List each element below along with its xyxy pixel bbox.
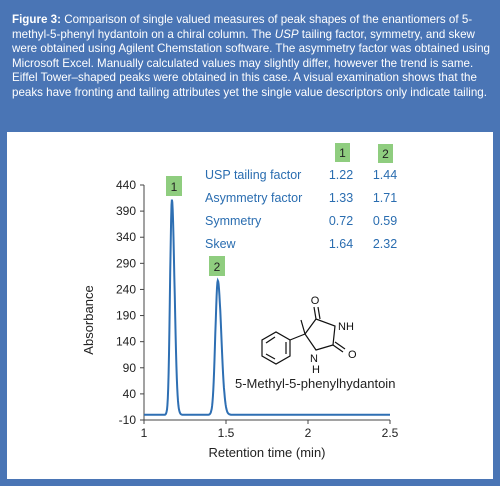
carbonyl-bond-top <box>313 306 317 320</box>
table-row: Symmetry 0.72 0.59 <box>205 214 397 228</box>
y-ticks: -10 40 90 140 190 240 290 340 390 440 <box>116 178 144 427</box>
table-cell: 0.59 <box>373 214 397 228</box>
caption-text-1: Comparison of single valued measures of … <box>12 13 473 41</box>
methyl-bond <box>300 319 306 335</box>
y-tick-label: 40 <box>123 387 137 401</box>
y-tick-label: 140 <box>116 335 136 349</box>
table-row-label: USP tailing factor <box>205 168 301 182</box>
y-tick-label: 240 <box>116 282 136 296</box>
chart-axes <box>143 185 390 421</box>
table-cell: 0.72 <box>329 214 353 228</box>
peak-label-1-badge <box>166 176 182 196</box>
carbonyl-bond-right <box>332 344 344 353</box>
table-cell: 1.22 <box>329 168 353 182</box>
phenyl-bond <box>289 333 306 341</box>
x-tick-label: 1 <box>141 426 148 440</box>
caption-italic: USP <box>274 27 299 41</box>
table-col-1-header: 1 <box>339 146 346 160</box>
peak-label-2: 2 <box>209 256 225 276</box>
figure-caption: Figure 3: Comparison of single valued me… <box>12 13 490 101</box>
chromatogram-chart: -10 40 90 140 190 240 290 340 390 440 1 1.5 2 2.5 Ab… <box>81 143 399 460</box>
table-cell: 1.44 <box>373 168 397 182</box>
molecule-structure <box>261 306 346 365</box>
table-row-label: Skew <box>205 237 237 251</box>
table-cell: 2.32 <box>373 237 397 251</box>
x-axis-label: Retention time (min) <box>208 445 325 460</box>
peak-label-2-badge <box>209 256 225 276</box>
carbonyl-bond-right <box>334 341 346 350</box>
y-tick-label: 390 <box>116 204 136 218</box>
carbonyl-bond-top <box>317 306 321 320</box>
y-tick-label: 340 <box>116 230 136 244</box>
peak-label-1: 1 <box>166 176 182 196</box>
table-row: USP tailing factor 1.22 1.44 <box>205 168 397 182</box>
figure-label: Figure 3: <box>12 13 61 26</box>
table-row: Skew 1.64 2.32 <box>205 237 397 251</box>
table-col-2-header: 2 <box>382 147 389 161</box>
x-tick-label: 1.5 <box>218 426 235 440</box>
table-row: Asymmetry factor 1.33 1.71 <box>205 191 397 205</box>
x-tick-label: 2 <box>305 426 312 440</box>
chart-panel: -10 40 90 140 190 240 290 340 390 440 1 1.5 2 2.5 Ab… <box>7 132 493 479</box>
table-cell: 1.64 <box>329 237 353 251</box>
atom-label: N <box>310 353 318 365</box>
y-tick-label: 290 <box>116 256 136 270</box>
ring-double-bond <box>265 336 276 344</box>
table-cell: 1.71 <box>373 191 397 205</box>
table-col-1-badge <box>335 143 350 162</box>
peak-label-1-text: 1 <box>171 180 178 194</box>
x-ticks: 1 1.5 2 2.5 <box>141 420 399 440</box>
phenyl-ring <box>261 331 291 365</box>
metrics-table: 1 2 USP tailing factor 1.22 1.44 Asymmet… <box>205 143 397 251</box>
table-cell: 1.33 <box>329 191 353 205</box>
y-tick-label: 190 <box>116 309 136 323</box>
y-tick-label: 440 <box>116 178 136 192</box>
peak-label-2-text: 2 <box>214 260 221 274</box>
atom-label: O <box>311 295 320 307</box>
caption-text-2: tailing factor, symmetry, and skew were … <box>12 27 490 99</box>
hydantoin-ring <box>304 318 336 351</box>
table-row-label: Asymmetry factor <box>205 191 302 205</box>
y-axis-label: Absorbance <box>81 285 96 354</box>
molecule-name: 5-Methyl-5-phenylhydantoin <box>235 376 395 391</box>
atom-label: H <box>312 364 320 376</box>
ring-double-bond <box>265 353 276 360</box>
x-tick-label: 2.5 <box>382 426 399 440</box>
table-row-label: Symmetry <box>205 214 262 228</box>
y-tick-label: 90 <box>123 361 137 375</box>
y-tick-label: -10 <box>119 413 137 427</box>
table-col-2-badge <box>378 144 393 163</box>
atom-label: NH <box>338 321 354 333</box>
atom-label: O <box>348 349 357 361</box>
chromatogram-trace <box>144 199 390 416</box>
